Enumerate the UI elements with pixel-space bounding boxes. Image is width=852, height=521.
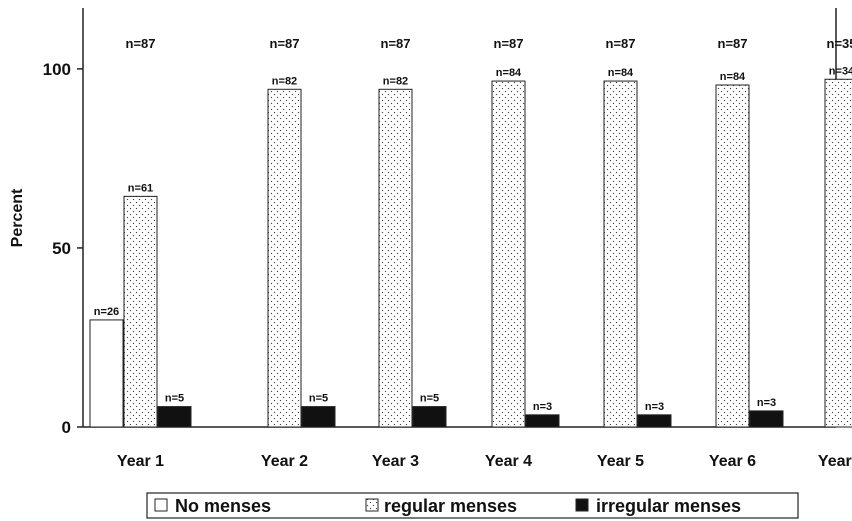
legend-box [146,492,799,519]
bar-no-menses [89,319,124,428]
bar-count-label: n=3 [645,401,664,413]
bar-count-label: n=61 [128,182,153,194]
group-total-label: n=87 [270,36,300,51]
x-tick-label: Year 1 [117,453,164,470]
bar-regular-menses [824,78,852,428]
bar-irregular-menses [301,406,336,428]
bar-irregular-menses [157,406,192,428]
group-total-label: n=87 [381,36,411,51]
legend-swatch-irregular-menses [575,498,589,512]
legend-swatch-regular-menses [365,498,379,512]
bar-count-label: n=82 [272,75,297,87]
bar-count-label: n=84 [496,67,522,79]
x-tick-label: Year 6 [709,453,756,470]
bar-count-label: n=5 [165,393,184,405]
bars [89,78,852,428]
legend-label: regular menses [384,496,517,516]
group-total-label: n=87 [494,36,524,51]
bar-count-label: n=82 [383,75,408,87]
legend-label: No menses [175,496,271,516]
bar-regular-menses [378,88,413,428]
bar-irregular-menses [637,414,672,428]
group-total-label: n=87 [718,36,748,51]
x-tick-label: Year 7 [818,453,852,470]
bar-count-label: n=5 [309,393,328,405]
group-total-label: n=87 [126,36,156,51]
bar-count-label: n=5 [420,393,439,405]
labels: n=26 n=61 n=5 n=87 Year 1 n=82 n=5 n=87 Year 2 n=… [94,36,852,470]
legend: No menses regular menses irregular menses [146,492,799,519]
bar-count-label: n=34 [829,65,852,77]
bar-irregular-menses [749,410,784,428]
y-tick-label: 50 [52,239,71,258]
bar-regular-menses [491,80,526,428]
x-tick-label: Year 2 [261,453,308,470]
y-tick-label: 100 [43,60,71,79]
legend-swatch-no-menses [154,498,168,512]
y-tick-label: 0 [62,418,71,437]
bar-irregular-menses [525,414,560,428]
x-tick-label: Year 5 [597,453,644,470]
bar-count-label: n=3 [757,397,776,409]
x-tick-label: Year 4 [485,453,532,470]
bar-count-label: n=26 [94,306,119,318]
x-tick-label: Year 3 [372,453,419,470]
bar-irregular-menses [412,406,447,428]
bar-regular-menses [267,88,302,428]
bar-regular-menses [715,84,750,428]
legend-label: irregular menses [596,496,741,516]
y-axis-title: Percent [9,188,26,247]
bar-count-label: n=3 [533,401,552,413]
group-total-label: n=35 [827,36,852,51]
bar-regular-menses [603,80,638,428]
bar-count-label: n=84 [608,67,634,79]
bar-regular-menses [123,195,158,428]
group-total-label: n=87 [606,36,636,51]
bar-count-label: n=84 [720,71,746,83]
